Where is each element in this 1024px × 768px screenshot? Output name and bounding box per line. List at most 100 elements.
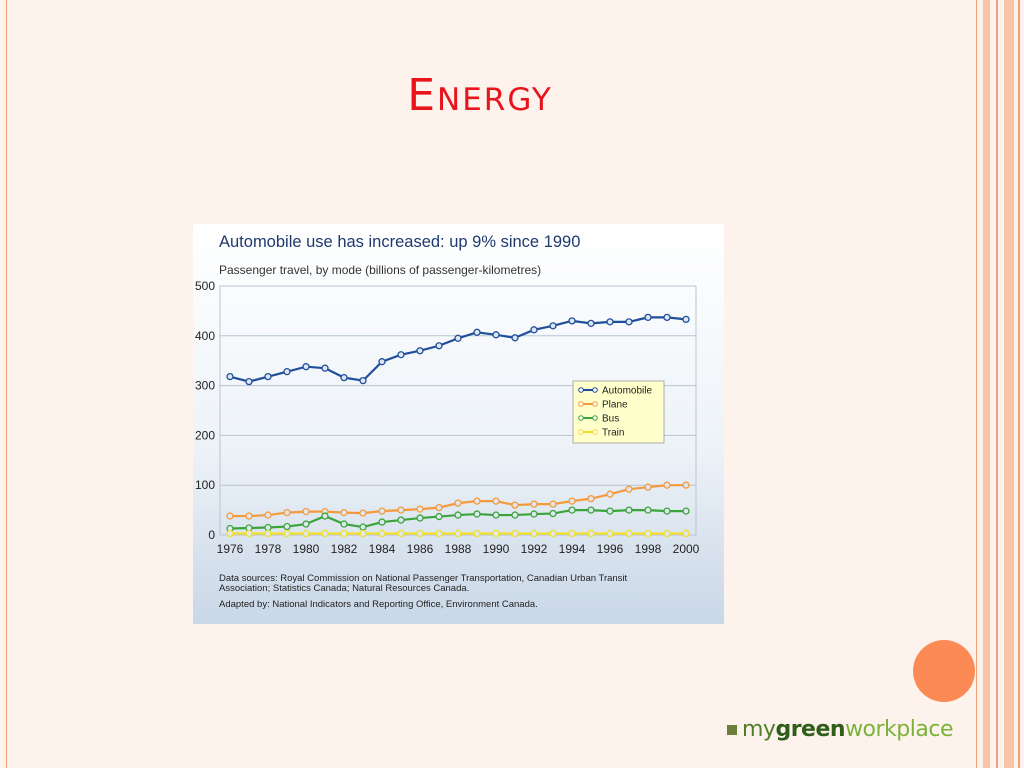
data-point-bus	[283, 522, 291, 531]
data-point-bus	[587, 506, 595, 514]
data-point-automobile	[416, 347, 424, 355]
data-point-bus	[492, 511, 500, 519]
logo-word-green: green	[775, 716, 846, 742]
y-tick-label: 500	[195, 279, 215, 293]
data-point-bus	[568, 506, 576, 514]
data-point-automobile	[321, 364, 329, 372]
data-point-plane	[397, 506, 405, 514]
legend-marker-automobile	[592, 387, 598, 393]
data-point-automobile	[549, 322, 557, 330]
data-point-automobile	[663, 313, 671, 322]
data-point-train	[359, 529, 367, 538]
data-point-train	[226, 529, 234, 538]
data-point-automobile	[473, 328, 481, 336]
data-point-train	[416, 529, 424, 538]
data-point-automobile	[492, 331, 500, 339]
data-point-train	[625, 529, 633, 538]
y-tick-label: 100	[195, 478, 215, 492]
data-point-automobile	[359, 376, 367, 385]
data-point-plane	[682, 481, 690, 489]
x-tick-label: 1992	[521, 542, 548, 556]
chart-legend: Automobile Plane Bus Train	[572, 380, 665, 444]
data-point-automobile	[606, 318, 614, 326]
data-point-bus	[625, 506, 633, 514]
data-point-plane	[245, 512, 253, 520]
data-point-train	[492, 529, 500, 538]
legend-label-automobile: Automobile	[602, 386, 652, 397]
data-point-plane	[416, 505, 424, 513]
data-point-plane	[473, 497, 481, 505]
data-point-automobile	[530, 326, 538, 334]
x-tick-label: 1994	[559, 542, 586, 556]
data-point-train	[511, 529, 519, 538]
company-logo: my green workplace	[727, 715, 953, 743]
chart-note-line-3: Adapted by: National Indicators and Repo…	[219, 599, 538, 610]
data-point-bus	[416, 514, 424, 522]
chart-title: Automobile use has increased: up 9% sinc…	[219, 233, 580, 251]
data-point-bus	[264, 523, 272, 532]
left-border-line	[6, 0, 7, 768]
data-point-train	[530, 529, 538, 538]
data-point-bus	[359, 523, 367, 531]
line-chart: Automobile use has increased: up 9% sinc…	[195, 233, 700, 610]
data-point-plane	[340, 508, 348, 517]
data-point-train	[644, 529, 652, 538]
data-point-plane	[359, 509, 367, 517]
data-point-bus	[397, 516, 405, 524]
data-point-train	[682, 529, 690, 538]
data-point-bus	[321, 512, 329, 520]
data-point-automobile	[302, 363, 310, 371]
data-point-train	[302, 529, 310, 538]
x-tick-label: 1986	[407, 542, 434, 556]
data-point-plane	[283, 508, 291, 517]
data-point-plane	[454, 499, 462, 507]
data-point-train	[473, 529, 481, 538]
chart-panel: Automobile use has increased: up 9% sinc…	[193, 224, 724, 624]
legend-label-plane: Plane	[602, 400, 628, 411]
data-point-plane	[226, 512, 234, 520]
logo-square-icon	[727, 725, 737, 735]
data-point-train	[587, 529, 595, 538]
y-tick-label: 300	[195, 379, 215, 393]
data-point-train	[378, 529, 386, 538]
data-point-bus	[454, 511, 462, 519]
data-point-automobile	[568, 317, 576, 325]
data-point-automobile	[454, 334, 462, 342]
data-point-plane	[511, 501, 519, 509]
data-point-bus	[340, 520, 348, 528]
data-point-automobile	[682, 315, 690, 324]
data-point-bus	[663, 507, 671, 515]
x-tick-label: 1996	[597, 542, 624, 556]
legend-marker-train	[592, 429, 598, 435]
x-tick-label: 1976	[217, 542, 244, 556]
legend-marker-plane	[578, 401, 584, 407]
y-tick-label: 200	[195, 428, 215, 442]
right-border-stripes	[976, 0, 1020, 768]
x-tick-label: 2000	[673, 542, 700, 556]
data-point-automobile	[435, 342, 443, 350]
x-tick-label: 1980	[293, 542, 320, 556]
data-point-automobile	[283, 368, 291, 376]
data-point-bus	[549, 509, 557, 518]
data-point-train	[549, 529, 557, 538]
data-point-train	[454, 529, 462, 538]
data-point-plane	[568, 497, 576, 505]
data-point-plane	[644, 483, 652, 491]
data-point-automobile	[378, 358, 386, 366]
decorative-circle	[913, 640, 975, 702]
data-point-bus	[473, 510, 481, 518]
data-point-automobile	[644, 313, 652, 322]
data-point-train	[245, 529, 253, 538]
data-point-plane	[625, 485, 633, 493]
series-line-automobile	[229, 316, 687, 383]
data-point-train	[397, 529, 405, 538]
data-point-train	[321, 529, 329, 538]
x-tick-label: 1990	[483, 542, 510, 556]
data-point-train	[568, 529, 576, 538]
data-point-plane	[264, 511, 272, 519]
slide-title: Energy	[407, 70, 553, 121]
x-tick-label: 1988	[445, 542, 472, 556]
data-point-automobile	[587, 319, 595, 327]
data-point-train	[283, 529, 291, 538]
data-point-automobile	[264, 372, 272, 381]
